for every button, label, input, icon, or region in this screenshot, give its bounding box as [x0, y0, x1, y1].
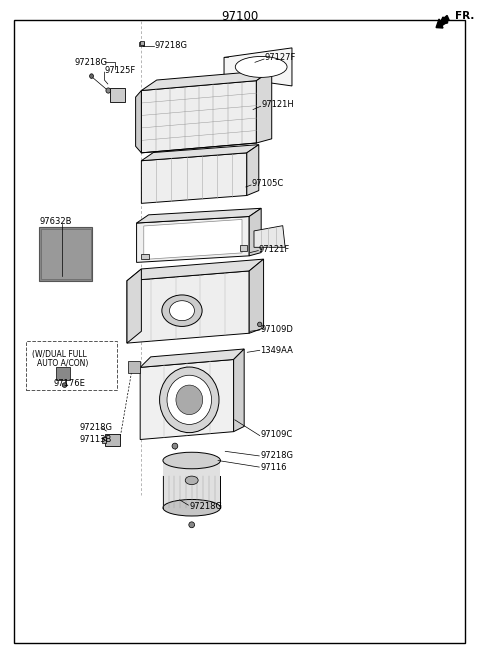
Text: 97218G: 97218G: [74, 58, 107, 67]
Ellipse shape: [185, 476, 198, 485]
Ellipse shape: [176, 385, 203, 415]
Polygon shape: [224, 48, 292, 86]
Polygon shape: [142, 145, 259, 161]
Ellipse shape: [62, 383, 67, 387]
Polygon shape: [127, 271, 249, 343]
Text: 97105C: 97105C: [252, 179, 284, 188]
Ellipse shape: [169, 300, 194, 321]
Bar: [41, 229, 91, 279]
Bar: [139, 42, 144, 46]
Text: 97113B: 97113B: [79, 435, 111, 444]
Polygon shape: [142, 153, 247, 203]
Polygon shape: [247, 145, 259, 195]
Ellipse shape: [167, 375, 212, 424]
Bar: [128, 361, 140, 373]
Polygon shape: [234, 349, 244, 432]
Ellipse shape: [163, 499, 220, 516]
Text: 97632B: 97632B: [39, 217, 72, 226]
Polygon shape: [136, 91, 142, 153]
Bar: [26, 341, 118, 390]
Text: 97121H: 97121H: [261, 100, 294, 110]
Ellipse shape: [162, 295, 202, 327]
Ellipse shape: [258, 322, 262, 327]
Text: 97218G: 97218G: [155, 41, 188, 51]
Bar: [39, 227, 92, 281]
Ellipse shape: [90, 73, 94, 79]
Ellipse shape: [106, 88, 111, 93]
Text: 97218G: 97218G: [79, 423, 112, 432]
FancyArrow shape: [436, 16, 449, 28]
Polygon shape: [142, 70, 272, 91]
Ellipse shape: [189, 522, 194, 527]
Bar: [163, 461, 220, 508]
Ellipse shape: [235, 56, 287, 77]
Text: 97100: 97100: [221, 10, 258, 23]
Bar: [142, 254, 148, 259]
Polygon shape: [249, 209, 261, 256]
Text: 97218G: 97218G: [260, 451, 293, 461]
Text: 1349AA: 1349AA: [260, 346, 293, 355]
Bar: [140, 41, 144, 45]
Polygon shape: [254, 226, 285, 247]
Polygon shape: [142, 81, 256, 153]
Ellipse shape: [172, 443, 178, 449]
Bar: [110, 88, 125, 102]
Polygon shape: [249, 259, 264, 333]
Text: 97125F: 97125F: [105, 66, 136, 75]
Text: 97121F: 97121F: [259, 245, 290, 254]
Polygon shape: [256, 70, 272, 143]
Text: 97116: 97116: [260, 462, 287, 472]
Text: 97218G: 97218G: [189, 502, 222, 511]
Bar: [240, 245, 247, 251]
Polygon shape: [140, 349, 244, 367]
Polygon shape: [144, 219, 242, 259]
Text: 97109C: 97109C: [260, 430, 292, 439]
Text: 97176E: 97176E: [54, 379, 85, 388]
Ellipse shape: [159, 367, 219, 433]
Polygon shape: [137, 216, 249, 262]
Polygon shape: [127, 259, 264, 281]
Text: (W/DUAL FULL: (W/DUAL FULL: [32, 350, 87, 359]
Polygon shape: [137, 209, 261, 223]
Text: 97127F: 97127F: [264, 53, 296, 62]
Ellipse shape: [163, 452, 220, 469]
Bar: [102, 437, 107, 443]
Bar: [106, 434, 120, 446]
Text: 97109D: 97109D: [260, 325, 293, 334]
Text: FR.: FR.: [455, 11, 475, 22]
Bar: [56, 367, 71, 380]
Text: AUTO A/CON): AUTO A/CON): [37, 359, 88, 368]
Polygon shape: [140, 359, 234, 440]
Polygon shape: [127, 269, 142, 343]
